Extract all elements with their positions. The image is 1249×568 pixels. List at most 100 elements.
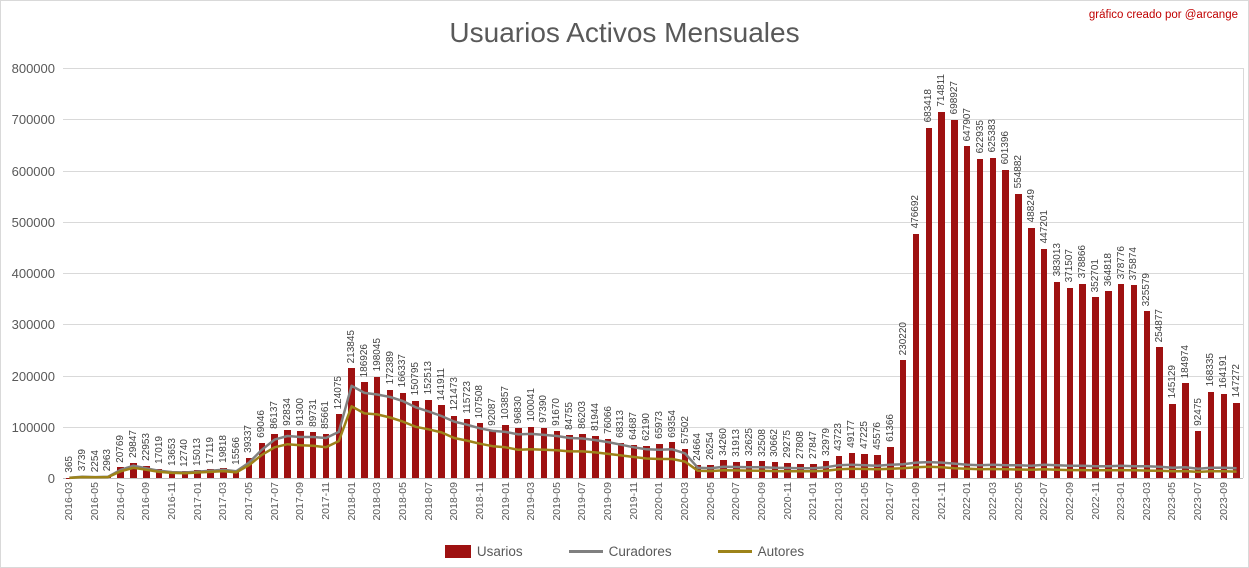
bar-value-label: 26254 [705,431,717,460]
x-tick-label: 2018-11 [473,482,486,520]
bar-value-label: 647907 [961,107,973,141]
bar [527,426,535,478]
bar [656,444,663,478]
x-tick-label: 2020-07 [730,482,743,521]
bar-value-label: 2963 [102,449,114,472]
bar-value-label: 100041 [525,388,537,422]
bar [1220,393,1227,478]
bar-value-label: 32979 [820,428,832,457]
bar [322,434,330,478]
x-tick-label: 2020-01 [653,482,666,521]
bar [1040,248,1048,478]
legend-item-curadores: Curadores [568,544,672,559]
bar [245,457,253,478]
bar [489,430,496,478]
bar-value-label: 254877 [1154,309,1166,343]
bar-value-label: 65973 [653,411,665,440]
x-tick-label: 2017-09 [294,482,307,521]
y-tick-label: 300000 [11,317,55,333]
x-tick-label: 2022-07 [1038,482,1051,521]
bar-value-label: 3739 [76,448,88,472]
bar-value-label: 166337 [397,354,409,388]
y-tick-label: 400000 [11,266,55,281]
bar [989,157,997,478]
bar [1233,402,1240,478]
bar [1105,291,1112,478]
bar-value-label: 476692 [910,195,922,229]
bar [309,432,317,478]
bar-value-label: 69046 [256,409,268,438]
bar [143,466,150,478]
bar-value-label: 172389 [384,351,396,385]
x-tick-label: 2017-01 [191,482,204,521]
bar-value-label: 15013 [192,437,204,466]
gridline [63,119,1243,121]
bar-value-label: 371507 [1064,249,1076,283]
bar [835,455,843,478]
bar [1002,169,1009,478]
bar-value-label: 168335 [1205,353,1217,387]
bar-value-label: 64687 [628,412,640,440]
bar [1079,283,1086,478]
bar [155,469,163,478]
bar-value-label: 365 [63,456,75,473]
bar-value-label: 31913 [730,428,742,457]
bar-value-label: 325579 [1141,272,1153,307]
bar-value-label: 115723 [461,381,473,414]
bar-value-label: 378776 [1115,245,1127,279]
bar-value-label: 164191 [1218,355,1230,389]
bar-value-label: 622935 [974,120,986,154]
x-tick-label: 2021-09 [909,482,922,521]
x-tick-label: 2021-05 [858,482,871,521]
autores-line [69,405,1237,480]
bar [1194,430,1202,478]
bar-value-label: 85661 [320,401,332,430]
bar-value-label: 601396 [1000,131,1012,165]
bar [399,392,407,478]
x-tick-label: 2019-03 [525,482,538,521]
bar [181,471,189,478]
bar-value-label: 76066 [602,406,614,435]
x-tick-label: 2021-03 [832,482,845,521]
bar-value-label: 17019 [153,436,165,465]
bar-value-label: 97390 [538,395,550,424]
bar [502,424,509,478]
bar-value-label: 683418 [923,89,935,123]
chart-title: Usuarios Activos Mensuales [449,17,800,48]
bar [643,446,650,478]
gridline [63,221,1243,223]
y-tick-label: 700000 [11,112,55,128]
bar-value-label: 30662 [769,429,781,458]
bar-value-label: 124075 [333,376,345,410]
bar-value-label: 375874 [1128,247,1140,281]
x-axis-line [63,478,1243,479]
x-tick-label: 2021-07 [884,482,897,521]
x-tick-label: 2020-05 [704,482,717,521]
bar [566,434,573,478]
x-tick-label: 2022-03 [986,482,999,521]
bar-value-label: 27847 [807,430,819,459]
bar-value-label: 698927 [948,81,960,115]
x-tick-label: 2018-03 [371,482,384,521]
y-tick-label: 0 [47,471,55,486]
bar [925,127,932,478]
legend-item-autores: Autores [717,544,804,559]
bar-value-label: 383013 [1051,243,1063,277]
bar [592,436,599,478]
bar-value-label: 84755 [564,401,576,430]
bar-value-label: 12740 [179,438,191,467]
bar-value-label: 714811 [936,74,948,107]
bar-value-label: 32508 [756,428,768,457]
bar-value-label: 107508 [474,384,486,418]
x-tick-label: 2020-03 [679,482,692,521]
bar-value-label: 27808 [795,430,806,459]
bar-value-label: 89731 [307,399,319,428]
bar-value-label: 20769 [115,434,127,463]
bar [1182,383,1189,478]
bar-value-label: 22953 [140,433,152,462]
bar-value-label: 96830 [512,395,524,424]
bar [1156,347,1163,478]
x-tick-label: 2022-09 [1063,482,1076,521]
legend: Usarios Curadores Autores [1,544,1248,559]
legend-label-usarios: Usarios [476,544,523,559]
